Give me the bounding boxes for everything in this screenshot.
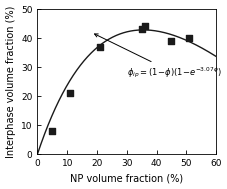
Text: $\phi_{ip}=(1\!-\!\phi)(1\!-\!e^{-3.07\phi})$: $\phi_{ip}=(1\!-\!\phi)(1\!-\!e^{-3.07\p… [94, 34, 220, 80]
Point [169, 40, 173, 43]
Point [68, 92, 72, 95]
Point [98, 45, 101, 48]
Point [50, 129, 54, 132]
Point [142, 25, 146, 28]
Y-axis label: Interphase volume fraction (%): Interphase volume fraction (%) [5, 5, 15, 158]
X-axis label: NP volume fraction (%): NP volume fraction (%) [70, 174, 183, 184]
Point [187, 36, 190, 40]
Point [139, 28, 143, 31]
